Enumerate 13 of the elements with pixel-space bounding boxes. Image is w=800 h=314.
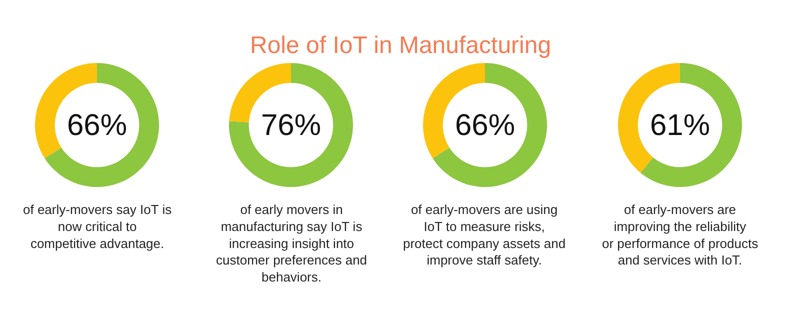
data-label: 61% bbox=[650, 109, 710, 142]
text: Role of IoT in Manufacturing bbox=[250, 32, 552, 59]
text: of early-movers are using IoT to measure risks, protect company assets and improve staff safety. bbox=[403, 202, 566, 268]
donut-slice bbox=[640, 63, 742, 187]
data-label: 76% bbox=[261, 109, 322, 142]
text: of early-movers are improving the reliability or performance of products and services with IoT. bbox=[602, 202, 759, 268]
text: of early-movers say IoT is now critical to competitive advantage. bbox=[23, 202, 172, 251]
donut-slice bbox=[432, 63, 547, 187]
donut-slice bbox=[44, 63, 159, 187]
data-label: 66% bbox=[455, 109, 516, 142]
donut-slice bbox=[229, 63, 353, 187]
data-label: 66% bbox=[67, 109, 128, 142]
text: of early movers in manufacturing say IoT is increasing insight into customer preferences and behaviors. bbox=[216, 202, 368, 285]
